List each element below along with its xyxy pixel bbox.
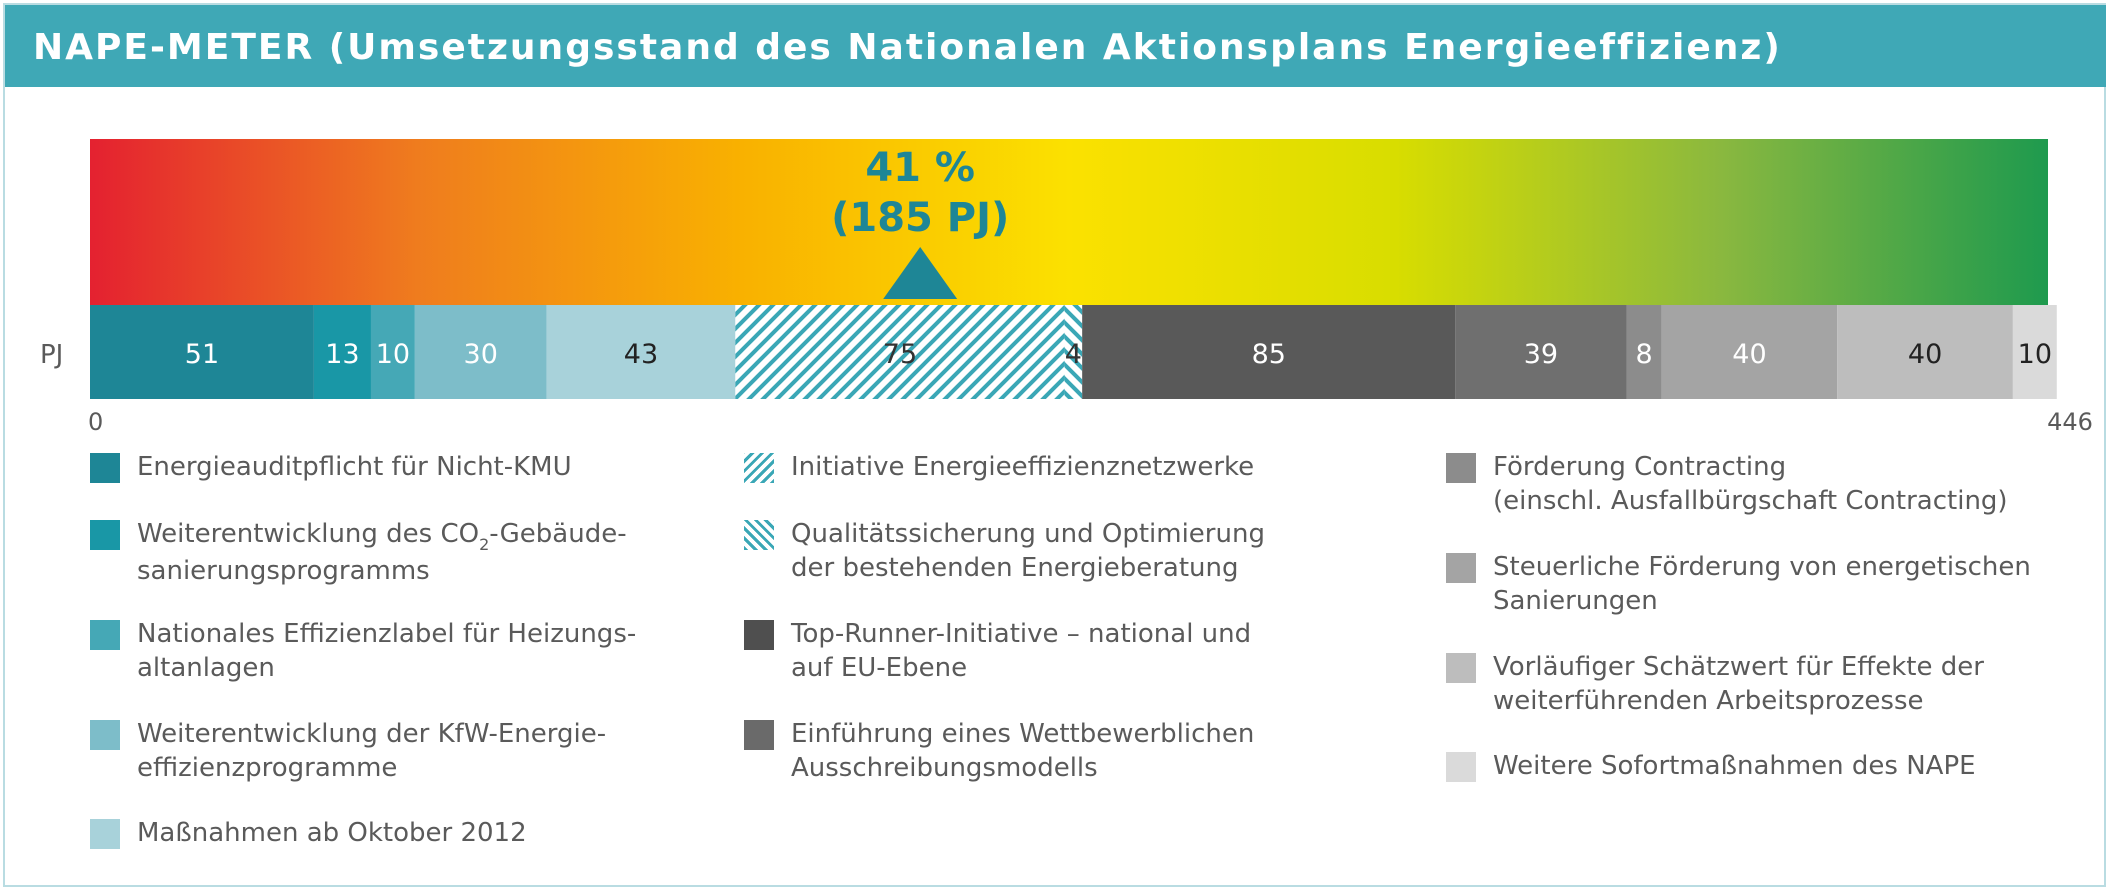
legend-swatch (90, 819, 120, 849)
bar-segment-6 (735, 305, 1065, 399)
legend-label: Steuerliche Förderung von energetischen S… (1493, 552, 2031, 616)
bar-segment-10 (1626, 305, 1662, 399)
legend-label: Förderung Contracting (einschl. Ausfallbü… (1493, 452, 2008, 516)
gradient-meter (90, 139, 2048, 305)
segment-label-12: 40 (1908, 339, 1942, 370)
axis-unit-label: PJ (40, 340, 63, 370)
legend-label: Maßnahmen ab Oktober 2012 (137, 818, 527, 848)
legend-swatch (1446, 453, 1476, 483)
legend-swatch (90, 720, 120, 750)
bar-segment-4 (414, 305, 547, 399)
segment-label-1: 51 (185, 339, 219, 370)
chart-frame (3, 3, 2106, 887)
segment-label-5: 43 (624, 339, 658, 370)
segment-label-11: 40 (1732, 339, 1766, 370)
progress-marker-triangle (883, 247, 958, 299)
bar-segment-11 (1661, 305, 1838, 399)
legend-swatch (1446, 752, 1476, 782)
bar-segment-5 (546, 305, 736, 399)
legend-label: Qualitätssicherung und Optimierung der be… (791, 519, 1265, 583)
legend-swatch (744, 620, 774, 650)
segment-label-7: 4 (1065, 339, 1082, 370)
legend-swatch (90, 620, 120, 650)
legend-label: Initiative Energieeffizienznetzwerke (791, 452, 1255, 482)
legend-label: Energieauditpflicht für Nicht-KMU (137, 452, 572, 482)
tick-label-start: 0 (88, 408, 103, 436)
legend-swatch (744, 720, 774, 750)
legend-label: Einführung eines Wettbewerblichen Ausschr… (791, 719, 1255, 783)
bar-segment-1 (90, 305, 314, 399)
legend-swatch (1446, 653, 1476, 683)
bar-segment-7 (1064, 305, 1083, 399)
segment-label-4: 30 (464, 339, 498, 370)
legend-swatch (90, 520, 120, 550)
segment-label-10: 8 (1636, 339, 1653, 370)
bar-segment-9 (1455, 305, 1627, 399)
segment-label-9: 39 (1524, 339, 1558, 370)
legend-swatch (90, 453, 120, 483)
segment-label-6: 75 (883, 339, 917, 370)
marker-percent-label: 41 % (865, 145, 975, 191)
segment-label-3: 10 (376, 339, 410, 370)
legend-label: Nationales Effizienzlabel für Heizungs-a… (137, 619, 637, 683)
legend-label: Weiterentwicklung des CO2-Gebäude-sanier… (137, 519, 627, 586)
legend-label: Weitere Sofortmaßnahmen des NAPE (1493, 751, 1976, 781)
segment-label-13: 10 (2018, 339, 2052, 370)
bar-segment-8 (1082, 305, 1456, 399)
segment-label-2: 13 (325, 339, 359, 370)
bar-segment-3 (370, 305, 415, 399)
legend-label: Top-Runner-Initiative – national und auf … (791, 619, 1252, 683)
legend-swatch (744, 453, 774, 483)
legend-swatch (1446, 553, 1476, 583)
legend-label: Vorläufiger Schätzwert für Effekte der we… (1493, 652, 1984, 716)
segment-label-8: 85 (1252, 339, 1286, 370)
legend-swatch (744, 520, 774, 550)
bar-segment-2 (313, 305, 371, 399)
tick-label-end: 446 (2047, 408, 2093, 436)
legend-label: Weiterentwicklung der KfW-Energie-effizi… (137, 719, 607, 783)
header-bar: NAPE-METER (Umsetzungsstand des National… (5, 5, 2106, 87)
marker-pj-label: (185 PJ) (831, 195, 1009, 241)
bar-segment-13 (2012, 305, 2057, 399)
bar-segment-12 (1837, 305, 2013, 399)
chart-title: NAPE-METER (Umsetzungsstand des National… (33, 27, 1782, 68)
